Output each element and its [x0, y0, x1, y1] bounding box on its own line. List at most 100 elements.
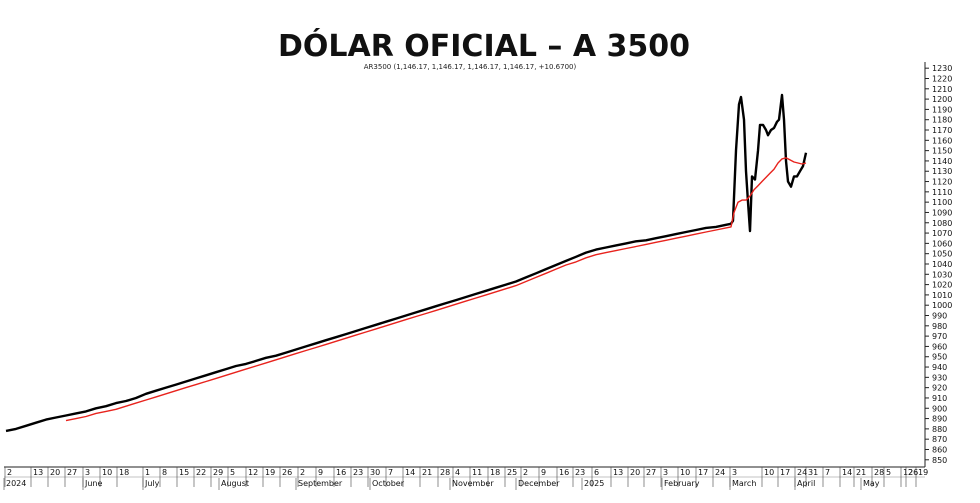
x-axis: 2 13 20 27 3 10 18 1 8 15 22 29 5 12 19 26 2 9 16 23 30 7 14 21… — [3, 466, 928, 490]
x-day-label: 16 — [559, 468, 569, 477]
x-day-label: 5 — [230, 468, 235, 477]
y-tick-label: 1030 — [932, 270, 952, 279]
x-day-label: 26 — [282, 468, 292, 477]
y-tick-label: 1100 — [932, 198, 952, 207]
x-day-label: 14 — [842, 468, 852, 477]
x-day-label: 30 — [370, 468, 380, 477]
x-day-label: 11 — [472, 468, 482, 477]
x-day-label: 19 — [265, 468, 275, 477]
x-day-label: 1 — [145, 468, 150, 477]
x-day-label: 9 — [318, 468, 323, 477]
x-day-label: 14 — [405, 468, 415, 477]
x-day-label: 24 — [715, 468, 725, 477]
x-day-label: 28 — [440, 468, 450, 477]
x-month-label: April — [797, 479, 815, 488]
y-tick-label: 1160 — [932, 136, 952, 145]
y-tick-label: 1230 — [932, 64, 952, 73]
x-day-label: 22 — [196, 468, 206, 477]
x-day-label: 2 — [523, 468, 528, 477]
x-day-label: 20 — [50, 468, 60, 477]
y-tick-label: 1020 — [932, 281, 952, 290]
x-month-label: November — [452, 479, 494, 488]
x-month-label: September — [298, 479, 343, 488]
x-month-label: June — [84, 479, 103, 488]
y-tick-label: 960 — [932, 342, 947, 351]
x-day-label: 4 — [455, 468, 460, 477]
x-day-label: 2 — [7, 468, 12, 477]
x-day-label: 18 — [490, 468, 500, 477]
x-day-label: 31 — [808, 468, 818, 477]
y-tick-label: 860 — [932, 445, 947, 454]
x-day-label: 23 — [575, 468, 585, 477]
x-day-label: 20 — [630, 468, 640, 477]
x-day-label: 10 — [764, 468, 774, 477]
y-tick-label: 1080 — [932, 219, 952, 228]
y-tick-label: 980 — [932, 322, 947, 331]
x-day-label: 12 — [248, 468, 258, 477]
x-day-label: 12 — [903, 468, 913, 477]
x-day-label: 17 — [780, 468, 790, 477]
x-day-label: 21 — [422, 468, 432, 477]
x-month-label: May — [863, 479, 880, 488]
y-tick-label: 970 — [932, 332, 947, 341]
x-day-label: 3 — [732, 468, 737, 477]
y-tick-label: 1220 — [932, 74, 952, 83]
x-day-label: 10 — [102, 468, 112, 477]
x-day-label: 24 — [797, 468, 807, 477]
x-month-label: February — [664, 479, 700, 488]
y-tick-label: 1130 — [932, 167, 952, 176]
y-tick-label: 870 — [932, 435, 947, 444]
y-tick-label: 990 — [932, 312, 947, 321]
x-day-label: 15 — [179, 468, 189, 477]
y-tick-label: 850 — [932, 456, 947, 465]
x-day-label: 7 — [825, 468, 830, 477]
x-day-label: 6 — [594, 468, 599, 477]
x-month-label: December — [518, 479, 560, 488]
y-tick-label: 940 — [932, 363, 947, 372]
y-tick-label: 920 — [932, 384, 947, 393]
series-layer — [5, 93, 808, 433]
x-day-label: 5 — [886, 468, 891, 477]
y-tick-label: 1070 — [932, 229, 952, 238]
y-tick-label: 1040 — [932, 260, 952, 269]
x-day-label: 27 — [67, 468, 77, 477]
chart-title: DÓLAR OFICIAL – A 3500 — [278, 27, 690, 64]
x-day-label: 23 — [353, 468, 363, 477]
x-day-label: 21 — [856, 468, 866, 477]
y-tick-label: 1210 — [932, 85, 952, 94]
y-tick-label: 910 — [932, 394, 947, 403]
y-tick-label: 1060 — [932, 239, 952, 248]
y-tick-label: 900 — [932, 404, 947, 413]
y-tick-label: 1050 — [932, 250, 952, 259]
y-tick-label: 1090 — [932, 208, 952, 217]
x-month-label: 2024 — [6, 479, 26, 488]
y-tick-label: 1140 — [932, 157, 952, 166]
x-day-label: 19 — [918, 468, 928, 477]
x-day-label: 28 — [874, 468, 884, 477]
x-day-label: 8 — [162, 468, 167, 477]
y-tick-label: 1170 — [932, 126, 952, 135]
y-tick-label: 1110 — [932, 188, 952, 197]
x-day-label: 9 — [541, 468, 546, 477]
x-day-label: 26 — [908, 468, 918, 477]
x-day-label: 27 — [646, 468, 656, 477]
y-tick-label: 880 — [932, 425, 947, 434]
x-month-label: August — [221, 479, 249, 488]
chart-subtitle: AR3500 (1,146.17, 1,146.17, 1,146.17, 1,… — [364, 63, 577, 71]
y-tick-label: 1190 — [932, 105, 952, 114]
x-day-label: 17 — [698, 468, 708, 477]
x-day-label: 13 — [613, 468, 623, 477]
x-month-label: March — [732, 479, 756, 488]
x-day-label: 3 — [663, 468, 668, 477]
y-tick-label: 1150 — [932, 147, 952, 156]
x-month-label: October — [372, 479, 405, 488]
x-day-label: 10 — [680, 468, 690, 477]
y-tick-label: 950 — [932, 353, 947, 362]
y-tick-label: 1010 — [932, 291, 952, 300]
x-day-label: 2 — [300, 468, 305, 477]
x-day-label: 7 — [388, 468, 393, 477]
y-tick-label: 1180 — [932, 116, 952, 125]
x-day-label: 25 — [507, 468, 517, 477]
x-day-label: 3 — [85, 468, 90, 477]
